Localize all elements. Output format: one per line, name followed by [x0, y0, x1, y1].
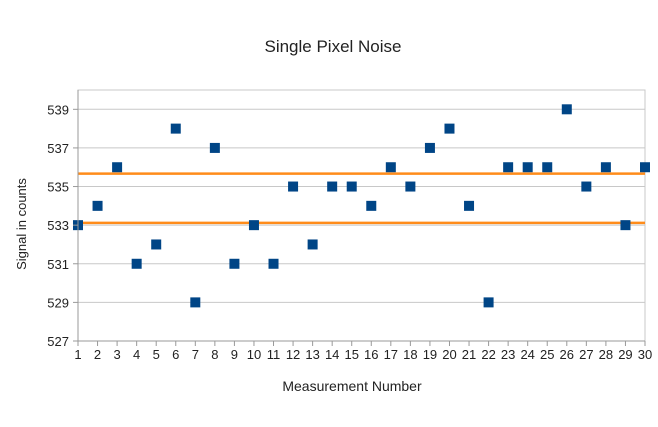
data-point [327, 181, 338, 192]
x-tick-label: 13 [305, 347, 319, 362]
x-tick-label: 1 [74, 347, 81, 362]
y-tick-label: 537 [47, 141, 69, 156]
x-tick-label: 22 [481, 347, 495, 362]
data-point [503, 162, 514, 173]
y-tick-label: 533 [47, 218, 69, 233]
x-tick-label: 24 [520, 347, 534, 362]
data-point [542, 162, 553, 173]
data-point [464, 200, 475, 211]
x-tick-label: 6 [172, 347, 179, 362]
x-tick-label: 28 [599, 347, 613, 362]
y-tick-label: 529 [47, 295, 69, 310]
data-point [600, 162, 611, 173]
x-tick-label: 7 [192, 347, 199, 362]
data-point [209, 142, 220, 153]
data-point [561, 104, 572, 115]
data-point [288, 181, 299, 192]
data-point [522, 162, 533, 173]
data-point [229, 258, 240, 269]
x-tick-label: 5 [153, 347, 160, 362]
x-tick-label: 27 [579, 347, 593, 362]
data-point [307, 239, 318, 250]
data-point [190, 297, 201, 308]
x-tick-label: 19 [423, 347, 437, 362]
plot-frame [77, 89, 646, 342]
x-tick-label: 16 [364, 347, 378, 362]
y-tick-label: 539 [47, 102, 69, 117]
x-tick-label: 30 [638, 347, 652, 362]
data-point [424, 142, 435, 153]
x-tick-label: 15 [344, 347, 358, 362]
x-tick-label: 11 [267, 347, 281, 362]
y-tick-label: 531 [47, 257, 69, 272]
y-tick-label: 535 [47, 180, 69, 195]
x-tick-label: 4 [133, 347, 140, 362]
x-tick-label: 12 [286, 347, 300, 362]
data-point [405, 181, 416, 192]
x-tick-label: 29 [618, 347, 632, 362]
data-point [620, 220, 631, 231]
y-axis-label: Signal in counts [14, 178, 29, 270]
data-point [385, 162, 396, 173]
data-point [248, 220, 259, 231]
data-point [151, 239, 162, 250]
x-tick-label: 2 [94, 347, 101, 362]
x-tick-label: 3 [113, 347, 120, 362]
chart-title: Single Pixel Noise [264, 37, 401, 56]
data-point [483, 297, 494, 308]
x-tick-label: 14 [325, 347, 339, 362]
data-point [112, 162, 123, 173]
x-tick-label: 8 [211, 347, 218, 362]
y-tick-label: 527 [47, 334, 69, 349]
x-tick-label: 20 [442, 347, 456, 362]
data-point [346, 181, 357, 192]
data-point [640, 162, 650, 173]
data-point [131, 258, 142, 269]
x-tick-label: 9 [231, 347, 238, 362]
data-point [92, 200, 103, 211]
x-tick-label: 17 [384, 347, 398, 362]
x-axis-label: Measurement Number [282, 378, 422, 394]
x-tick-label: 18 [403, 347, 417, 362]
data-point [444, 123, 455, 134]
x-tick-label: 10 [247, 347, 261, 362]
x-tick-label: 26 [560, 347, 574, 362]
x-tick-label: 25 [540, 347, 554, 362]
data-point [581, 181, 592, 192]
data-point [366, 200, 377, 211]
x-tick-label: 21 [462, 347, 476, 362]
x-tick-label: 23 [501, 347, 515, 362]
data-point [170, 123, 181, 134]
data-point [268, 258, 279, 269]
